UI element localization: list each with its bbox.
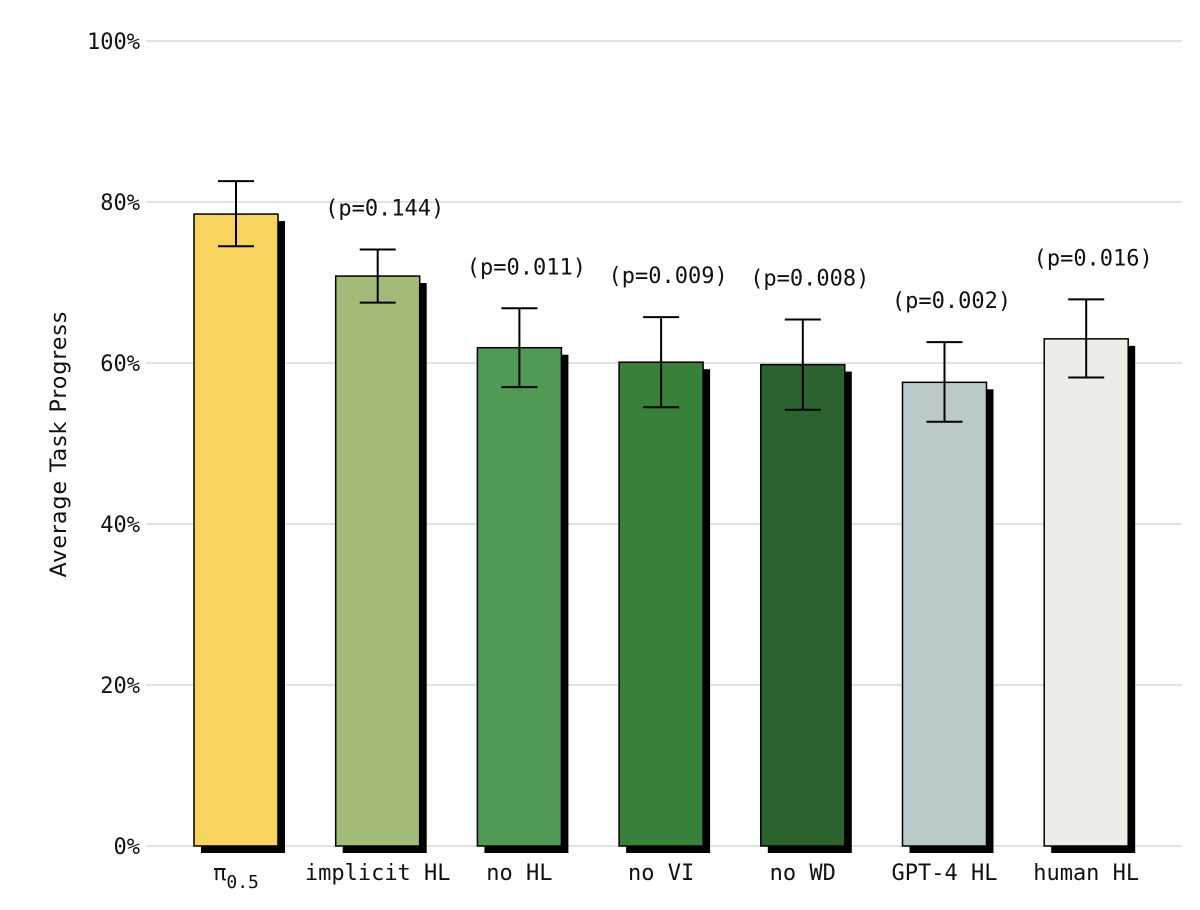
error-bars	[218, 180, 1105, 423]
p-value-label: (p=0.009)	[608, 264, 727, 289]
bar	[901, 381, 988, 847]
x-tick-label: implicit HL	[305, 861, 451, 886]
bar	[193, 213, 279, 847]
y-tick-label: 20%	[100, 674, 140, 699]
p-value-label: (p=0.011)	[467, 255, 586, 280]
p-value-annotations: (p=0.144) (p=0.011) (p=0.009) (p=0.008) (p=0…	[325, 196, 1153, 314]
y-tick-label: 0%	[114, 835, 141, 860]
bar	[476, 346, 563, 847]
x-tick-label: no VI	[628, 861, 694, 886]
bar	[760, 363, 846, 847]
y-tick-label: 100%	[87, 30, 140, 55]
bar	[1043, 338, 1129, 847]
bars	[193, 213, 1129, 847]
p-value-label: (p=0.144)	[325, 196, 444, 221]
error-bar	[926, 341, 963, 423]
x-axis-category-labels: π0.5 implicit HL no HL no VI no WD GPT-4 HL hu…	[213, 861, 1139, 893]
error-bar	[359, 248, 396, 304]
x-tick-label: no WD	[770, 861, 836, 886]
error-bar	[643, 316, 680, 409]
x-tick-label: human HL	[1033, 861, 1139, 886]
y-tick-label: 40%	[100, 513, 140, 538]
x-tick-label: GPT-4 HL	[892, 861, 998, 886]
x-tick-label: π0.5	[213, 861, 259, 893]
error-bar	[218, 180, 254, 248]
x-tick-label: no HL	[486, 861, 552, 886]
error-bar	[784, 318, 821, 411]
y-axis-title: Average Task Progress	[47, 311, 72, 578]
error-bar	[1068, 298, 1105, 379]
p-value-label: (p=0.002)	[892, 289, 1011, 314]
bar	[618, 361, 704, 847]
y-tick-label: 80%	[100, 191, 140, 216]
p-value-label: (p=0.008)	[750, 267, 869, 292]
y-tick-label: 60%	[100, 352, 140, 377]
error-bar	[501, 307, 538, 389]
y-axis-tick-labels: 0% 20% 40% 60% 80% 100%	[87, 30, 140, 860]
bar	[334, 275, 421, 847]
p-value-label: (p=0.016)	[1034, 246, 1153, 271]
